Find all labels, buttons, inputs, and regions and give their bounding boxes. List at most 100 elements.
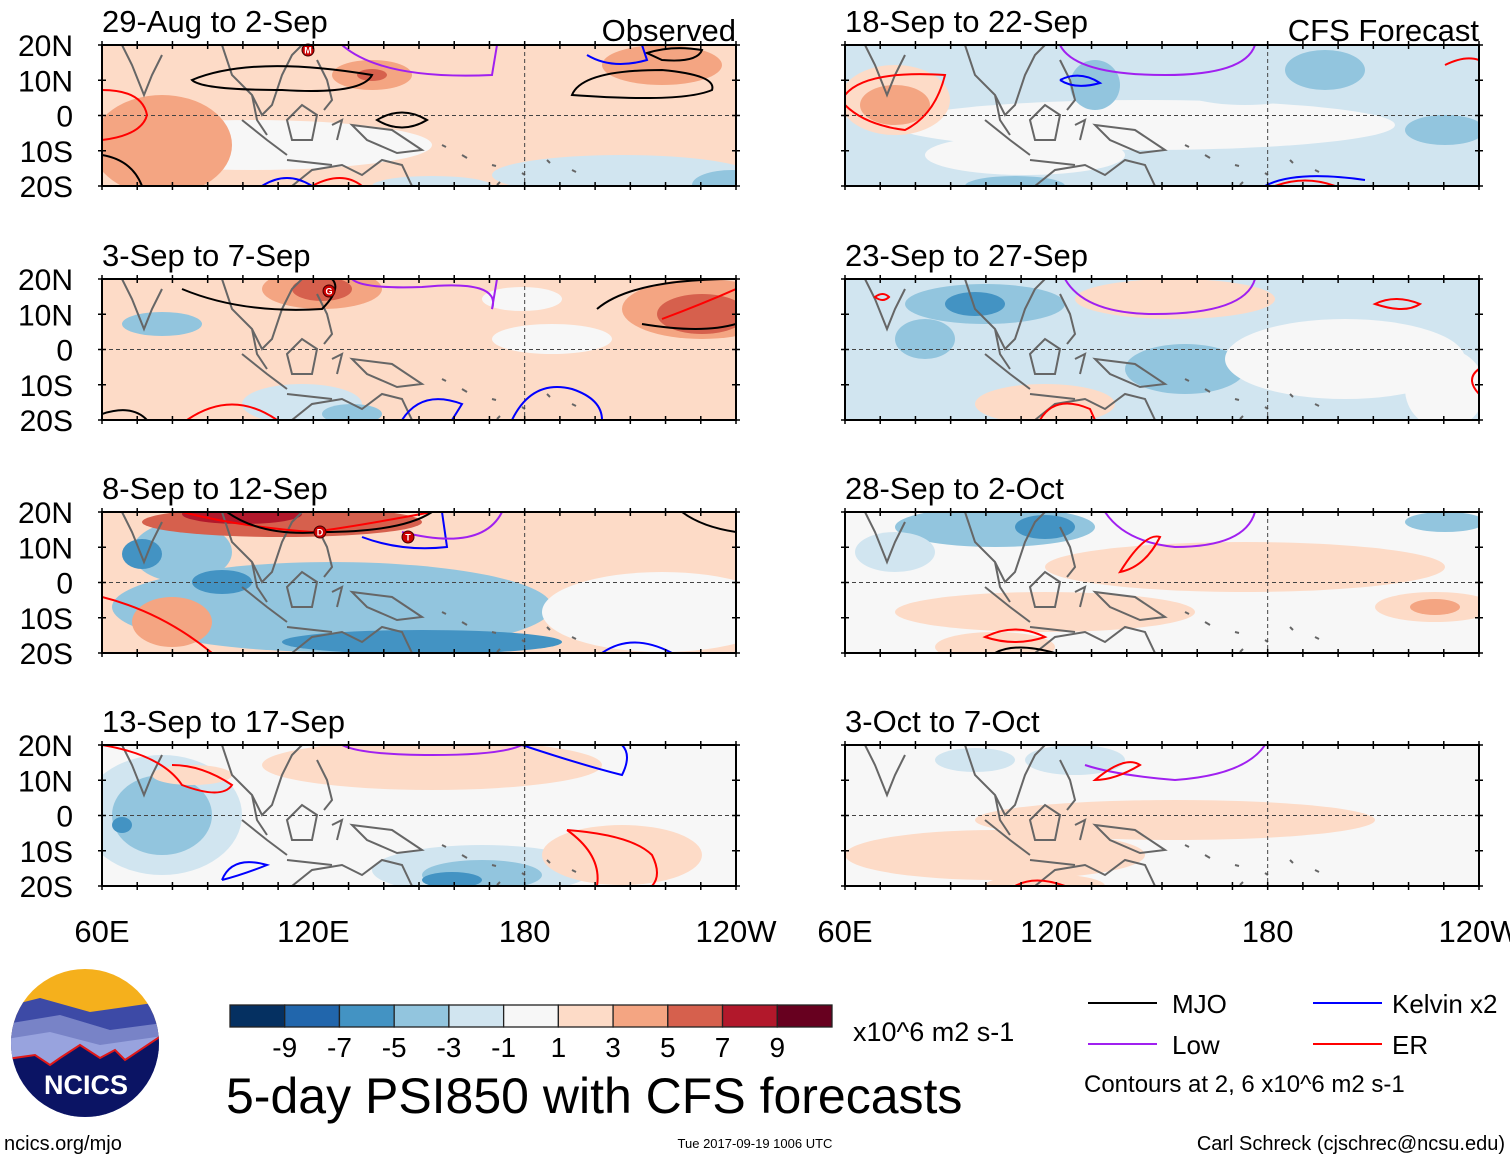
colorbar-swatch	[776, 1004, 833, 1028]
anomaly-shading	[692, 170, 736, 186]
contour-kelvin	[1264, 175, 1366, 186]
anomaly-shading	[935, 632, 1055, 653]
anomaly-shading	[182, 512, 302, 524]
anomaly-shading	[492, 324, 612, 354]
anomaly-shading	[945, 292, 1005, 316]
contour-kelvin	[361, 512, 449, 550]
contour-er	[1117, 535, 1162, 574]
contour-er	[1274, 179, 1336, 186]
map-panel	[841, 275, 1483, 424]
anomaly-shading	[1075, 279, 1275, 319]
colorbar-swatch	[338, 1004, 395, 1028]
panel-title: 13-Sep to 17-Sep	[102, 704, 345, 739]
colorbar-tick: 5	[660, 1032, 676, 1063]
contour-mjo	[181, 279, 337, 311]
lat-label: 0	[56, 335, 73, 368]
panel-title: 23-Sep to 27-Sep	[845, 238, 1088, 273]
coastline	[121, 512, 577, 653]
anomaly-shading	[282, 630, 562, 653]
lon-label: 120W	[1439, 914, 1510, 949]
coastline	[121, 745, 577, 886]
anomaly-shading	[1015, 515, 1075, 539]
contour-note: Contours at 2, 6 x10^6 m2 s-1	[1084, 1071, 1405, 1098]
lat-label: 10N	[18, 299, 73, 332]
panel-title: 3-Oct to 7-Oct	[845, 704, 1040, 739]
contour-er	[311, 177, 363, 186]
colorbar-tick: 3	[605, 1032, 621, 1063]
panel-title: 18-Sep to 22-Sep	[845, 4, 1088, 39]
contour-mjo	[375, 111, 429, 129]
lon-label: 180	[1242, 914, 1294, 949]
anomaly-shading	[1225, 319, 1465, 399]
contour-mjo	[570, 68, 714, 100]
lon-label: 120E	[277, 914, 349, 949]
storm-letter: T	[405, 533, 411, 543]
map-panel	[841, 41, 1483, 190]
colorbar-swatch	[284, 1004, 341, 1028]
storm-marker: G	[322, 284, 336, 298]
lat-label: 20S	[20, 171, 73, 204]
contour-er	[982, 628, 1048, 643]
anomaly-shading	[1285, 50, 1365, 90]
colorbar-swatch	[448, 1004, 505, 1028]
coastline	[121, 45, 577, 186]
contour-low	[1059, 45, 1256, 77]
legend-label: Low	[1172, 1030, 1220, 1060]
contour-kelvin	[586, 45, 649, 65]
lat-label: 10S	[20, 836, 73, 869]
contour-er	[1039, 402, 1096, 420]
lat-label: 0	[56, 568, 73, 601]
contour-kelvin	[261, 177, 313, 186]
lat-label: 10S	[20, 136, 73, 169]
colorbar-units: x10^6 m2 s-1	[853, 1017, 1014, 1047]
lat-label: 20N	[18, 730, 73, 763]
anomaly-shading	[895, 592, 1195, 632]
colorbar-tick: 7	[715, 1032, 731, 1063]
anomaly-shading	[542, 572, 736, 652]
colorbar-tick: 9	[769, 1032, 785, 1063]
contour-mjo	[681, 512, 736, 533]
anomaly-shading	[112, 817, 132, 833]
anomaly-shading	[322, 404, 382, 420]
anomaly-shading	[372, 176, 492, 186]
contour-er	[102, 596, 213, 653]
contour-low	[1104, 512, 1256, 549]
lat-label: 10N	[18, 65, 73, 98]
figure-title: 5-day PSI850 with CFS forecasts	[226, 1068, 962, 1124]
lat-label: 20S	[20, 638, 73, 671]
coastline	[864, 45, 1320, 186]
colorbar-tick: -1	[491, 1032, 516, 1063]
colorbar-swatch	[502, 1004, 560, 1028]
panel-title: 28-Sep to 2-Oct	[845, 471, 1064, 506]
storm-marker: T	[401, 530, 415, 544]
colorbar-tick: 1	[551, 1032, 567, 1063]
contour-er	[566, 829, 599, 886]
map-panel: G	[98, 275, 740, 424]
colorbar-tick: -9	[272, 1032, 297, 1063]
colorbar-swatch	[393, 1004, 450, 1028]
legend-label: ER	[1392, 1030, 1428, 1060]
anomaly-shading	[1410, 599, 1460, 615]
storm-letter: D	[317, 528, 324, 538]
anomaly-shading	[975, 800, 1375, 840]
anomaly-shading	[132, 522, 232, 582]
map-panel	[841, 508, 1483, 657]
contour-low	[351, 279, 498, 310]
footer-url[interactable]: ncics.org/mjo	[4, 1133, 122, 1155]
lon-label: 180	[499, 914, 551, 949]
anomaly-shading	[975, 384, 1115, 420]
anomaly-shading	[542, 825, 702, 885]
lat-label: 20S	[20, 405, 73, 438]
lon-label: 120W	[696, 914, 778, 949]
anomaly-shading	[1165, 55, 1325, 105]
coastline	[864, 512, 1320, 653]
coastline	[864, 279, 1320, 420]
anomaly-shading	[122, 539, 162, 569]
anomaly-shading	[1405, 115, 1479, 145]
colorbar-swatch	[667, 1004, 724, 1028]
colorbar-tick: -3	[436, 1032, 461, 1063]
contour-er	[845, 73, 947, 132]
lat-label: 20N	[18, 264, 73, 297]
storm-marker: D	[313, 525, 327, 539]
